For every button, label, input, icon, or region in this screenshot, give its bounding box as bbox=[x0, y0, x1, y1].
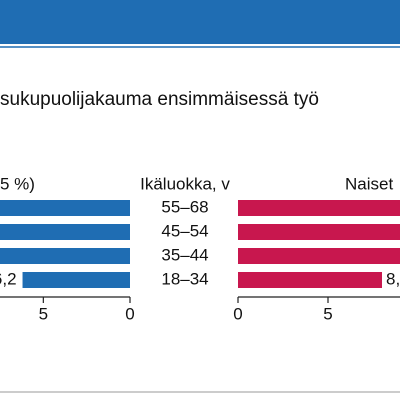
axis-label: Ikäluokka, v bbox=[140, 174, 230, 193]
bar bbox=[238, 272, 382, 288]
legend: 5 %) bbox=[0, 174, 35, 193]
bar bbox=[238, 200, 400, 216]
x-tick-label: 0 bbox=[233, 304, 242, 323]
category-label: 35–44 bbox=[161, 245, 208, 264]
banner bbox=[0, 0, 400, 44]
x-tick-label: 5 bbox=[39, 304, 48, 323]
bar bbox=[0, 248, 130, 264]
bar bbox=[22, 272, 130, 288]
legend: Naiset bbox=[345, 174, 393, 193]
bar bbox=[238, 248, 400, 264]
category-label: 45–54 bbox=[161, 221, 208, 240]
bar bbox=[0, 200, 130, 216]
category-label: 55–68 bbox=[161, 197, 208, 216]
data-label: 8,0 bbox=[386, 269, 400, 288]
label-bg bbox=[384, 271, 400, 289]
label-bg bbox=[0, 271, 21, 289]
chart-title: sukupuolijakauma ensimmäisessä työ bbox=[0, 89, 319, 110]
category-label: 18–34 bbox=[161, 269, 208, 288]
bar bbox=[238, 224, 400, 240]
bar bbox=[0, 224, 131, 240]
x-tick-label: 0 bbox=[125, 304, 134, 323]
data-label: 6,2 bbox=[0, 269, 17, 288]
x-tick-label: 5 bbox=[323, 304, 332, 323]
